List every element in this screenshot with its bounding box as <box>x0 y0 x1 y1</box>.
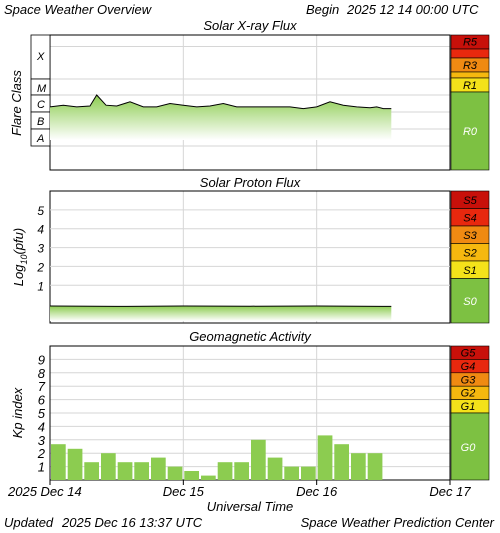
geomag-plot-frame <box>49 345 451 481</box>
xray-tick-label-3: B <box>37 116 44 128</box>
xray-scale-label-R5: R5 <box>463 37 478 49</box>
geomag-y-axis-label: Kp index <box>10 387 25 438</box>
kp-bar-7 <box>167 466 183 480</box>
proton-tick-label-1: 1 <box>37 279 44 293</box>
geomag-scale-label-G2: G2 <box>461 388 476 400</box>
xray-y-axis-label: Flare Class <box>9 70 24 136</box>
proton-scale-label-S2: S2 <box>463 248 476 260</box>
geomag-scale-band-G0 <box>450 412 490 481</box>
geomag-panel-title: Geomagnetic Activity <box>189 329 311 344</box>
proton-y-axis-label: Log10(pfu) <box>11 228 29 286</box>
proton-tick-label-4: 4 <box>37 223 44 237</box>
kp-bar-4 <box>117 462 133 480</box>
proton-scale-label-S0: S0 <box>463 296 477 308</box>
xray-scale-band-1 <box>450 48 490 59</box>
proton-scale-label-S5: S5 <box>463 195 477 207</box>
proton-flux-area <box>50 306 392 321</box>
proton-tick-label-3: 3 <box>37 242 44 256</box>
proton-scale-label-S4: S4 <box>463 213 476 225</box>
x-axis-title: Universal Time <box>206 499 294 514</box>
xray-tick-label-2: C <box>37 99 45 111</box>
geomag-tick-label-6: 6 <box>38 393 46 408</box>
begin-value: 2025 12 14 00:00 UTC <box>347 2 479 17</box>
geomag-tick-label-4: 4 <box>38 419 45 434</box>
kp-bar-13 <box>267 457 283 480</box>
kp-bar-15 <box>301 466 316 480</box>
proton-plot-frame <box>49 190 451 324</box>
proton-tick-label-2: 2 <box>36 260 44 274</box>
kp-bar-1 <box>67 448 83 480</box>
xray-plot-frame <box>49 34 451 171</box>
proton-scale-label-S3: S3 <box>463 230 477 242</box>
x-tick-label-1: Dec 15 <box>163 484 205 499</box>
geomag-tick-label-8: 8 <box>38 366 46 381</box>
geomag-scale-label-G5: G5 <box>461 348 477 360</box>
kp-bar-8 <box>184 471 199 480</box>
geomag-scale-label-G4: G4 <box>461 361 476 373</box>
kp-bar-11 <box>234 462 249 480</box>
x-tick-label-0: 2025 Dec 14 <box>7 484 82 499</box>
updated-value: 2025 Dec 16 13:37 UTC <box>62 515 203 530</box>
page-title: Space Weather Overview <box>4 2 152 17</box>
kp-bar-19 <box>367 453 383 480</box>
begin-label: Begin <box>306 2 340 17</box>
geomag-scale-label-G1: G1 <box>461 401 476 413</box>
proton-scale-band-S0 <box>450 278 490 324</box>
kp-bar-12 <box>251 439 266 480</box>
xray-tick-label-4: A <box>36 133 44 145</box>
xray-scale-label-R0: R0 <box>463 126 478 138</box>
kp-bar-5 <box>134 462 149 480</box>
footer-credit: Space Weather Prediction Center <box>300 515 494 530</box>
x-tick-label-2: Dec 16 <box>296 484 338 499</box>
kp-bar-14 <box>284 466 299 480</box>
xray-tick-label-0: X <box>36 51 45 63</box>
kp-bar-6 <box>151 457 166 480</box>
xray-scale-label-R3: R3 <box>463 60 478 72</box>
geomag-tick-label-3: 3 <box>38 433 46 448</box>
xray-tick-label-1: M <box>37 83 47 95</box>
geomag-tick-label-2: 2 <box>37 446 46 461</box>
kp-bar-16 <box>317 435 333 480</box>
proton-scale-label-S1: S1 <box>463 265 476 277</box>
kp-bar-10 <box>217 462 233 480</box>
xray-scale-label-R1: R1 <box>463 80 477 92</box>
xray-panel-title: Solar X-ray Flux <box>203 18 297 33</box>
geomag-tick-label-5: 5 <box>38 406 46 421</box>
kp-bar-18 <box>351 453 366 480</box>
xray-scale-band-5 <box>450 91 490 171</box>
kp-bar-3 <box>101 453 116 480</box>
proton-panel-title: Solar Proton Flux <box>199 175 301 190</box>
kp-bar-0 <box>51 444 66 480</box>
updated-label: Updated <box>4 515 54 530</box>
kp-bar-2 <box>84 462 99 480</box>
proton-tick-label-5: 5 <box>37 204 44 218</box>
geomag-scale-label-G0: G0 <box>461 442 477 454</box>
xray-scale-band-3 <box>450 71 490 79</box>
x-tick-label-3: Dec 17 <box>429 484 471 499</box>
kp-bar-9 <box>201 475 216 480</box>
geomag-tick-label-1: 1 <box>38 460 45 475</box>
geomag-scale-label-G3: G3 <box>461 374 477 386</box>
geomag-tick-label-7: 7 <box>38 379 46 394</box>
kp-bar-17 <box>334 444 349 480</box>
xray-flux-area <box>50 95 392 140</box>
xray-flux-line <box>49 94 392 110</box>
geomag-tick-label-9: 9 <box>38 352 45 367</box>
